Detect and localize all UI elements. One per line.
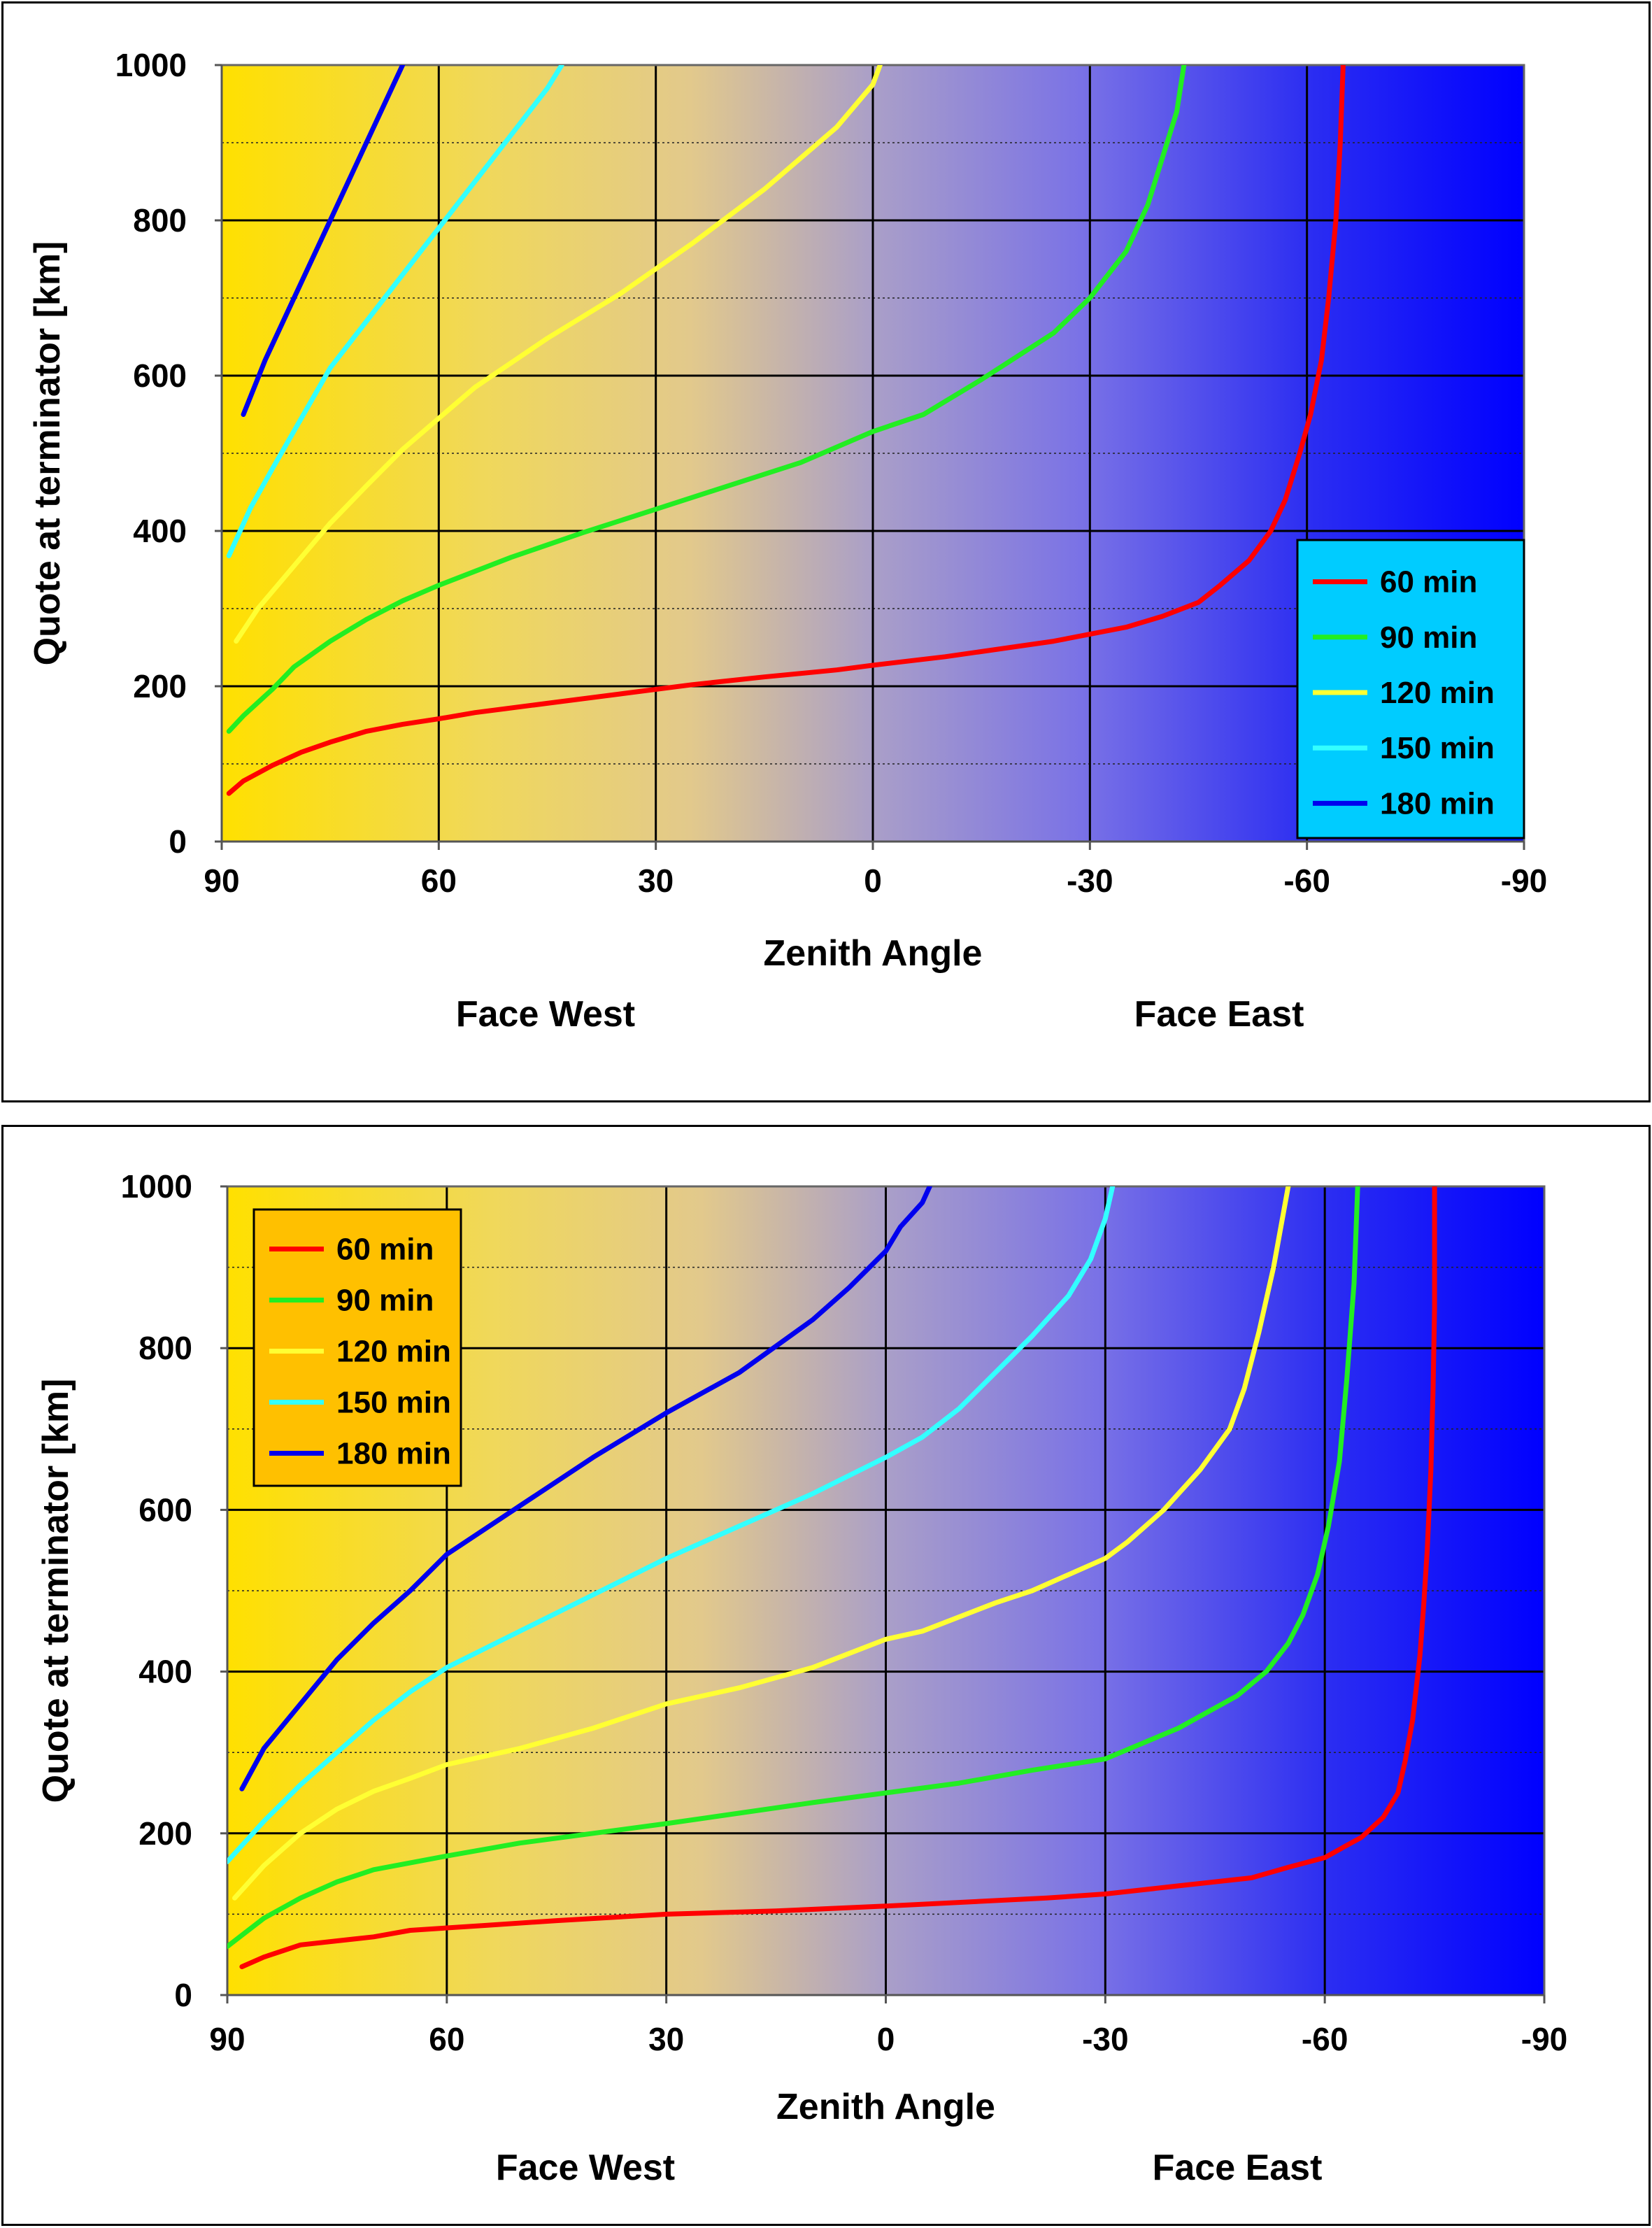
zenith-angle-chart-top: 0 200 400 600 800 1000 90 60 30 0 -30 -60 -90 Zenith … xyxy=(27,47,1547,1035)
series-line-120-min xyxy=(232,1186,1291,1901)
series-line-120-min xyxy=(234,65,883,644)
face-west-label: Face West xyxy=(456,994,635,1035)
x-axis-title: Zenith Angle xyxy=(776,2087,995,2127)
y-tick-label: 1000 xyxy=(115,47,187,83)
legend-label: 120 min xyxy=(1380,676,1495,710)
x-tick-label: 0 xyxy=(877,2021,895,2057)
x-tick-label: 30 xyxy=(638,863,674,899)
face-east-label: Face East xyxy=(1153,2148,1323,2188)
y-tick-label: 600 xyxy=(133,357,187,394)
x-tick-label: 0 xyxy=(864,863,882,899)
x-tick-label: -60 xyxy=(1302,2021,1348,2057)
face-west-label: Face West xyxy=(496,2148,675,2188)
face-east-label: Face East xyxy=(1134,994,1304,1035)
y-tick-label: 600 xyxy=(138,1491,192,1528)
zenith-angle-chart-bottom: 0 200 400 600 800 1000 90 60 30 0 -30 -60 -90 Zenith … xyxy=(36,1168,1567,2188)
legend-label: 150 min xyxy=(1380,731,1495,765)
series-line-60-min xyxy=(226,65,1346,796)
x-tick-label: 90 xyxy=(204,863,239,899)
series-line-60-min xyxy=(239,1186,1437,1969)
legend-label: 120 min xyxy=(336,1335,451,1369)
legend-label: 60 min xyxy=(336,1233,434,1267)
x-tick-label: -90 xyxy=(1521,2021,1567,2057)
y-tick-label: 800 xyxy=(138,1330,192,1366)
series-line-90-min xyxy=(227,1186,1360,1950)
legend-label: 150 min xyxy=(336,1386,451,1420)
y-tick-label: 200 xyxy=(138,1815,192,1852)
chart-panel-bottom: 0 200 400 600 800 1000 90 60 30 0 -30 -60 -90 Zenith … xyxy=(1,1125,1651,2226)
legend-box xyxy=(252,1208,462,1487)
y-tick-label: 400 xyxy=(133,513,187,549)
legend-label: 90 min xyxy=(1380,620,1477,655)
x-tick-label: 90 xyxy=(209,2021,245,2057)
y-tick-label: 400 xyxy=(138,1654,192,1690)
legend-label: 180 min xyxy=(336,1437,451,1471)
x-tick-label: 60 xyxy=(421,863,457,899)
legend-label: 180 min xyxy=(1380,786,1495,821)
x-tick-label: -60 xyxy=(1283,863,1330,899)
x-tick-label: 30 xyxy=(648,2021,684,2057)
series-line-150-min xyxy=(226,65,564,558)
legend-label: 60 min xyxy=(1380,565,1477,599)
series-line-90-min xyxy=(226,65,1187,734)
y-tick-label: 0 xyxy=(174,1977,192,2013)
x-tick-label: -30 xyxy=(1067,863,1113,899)
y-tick-label: 800 xyxy=(133,202,187,239)
series-line-150-min xyxy=(227,1186,1116,1864)
y-tick-label: 0 xyxy=(169,823,187,860)
x-tick-label: -30 xyxy=(1082,2021,1128,2057)
y-axis-title: Quote at terminator [km] xyxy=(36,1379,76,1803)
y-tick-label: 1000 xyxy=(121,1168,192,1205)
x-tick-label: -90 xyxy=(1501,863,1547,899)
chart-panel-top: 0 200 400 600 800 1000 90 60 30 0 -30 -60 -90 Zenith … xyxy=(1,1,1651,1102)
y-tick-label: 200 xyxy=(133,668,187,704)
series-line-180-min xyxy=(241,65,406,417)
x-tick-label: 60 xyxy=(429,2021,464,2057)
legend-label: 90 min xyxy=(336,1284,434,1318)
x-axis-title: Zenith Angle xyxy=(764,933,983,974)
series-line-180-min xyxy=(239,1186,932,1791)
legend-box xyxy=(1296,539,1525,839)
y-axis-title: Quote at terminator [km] xyxy=(27,241,68,666)
